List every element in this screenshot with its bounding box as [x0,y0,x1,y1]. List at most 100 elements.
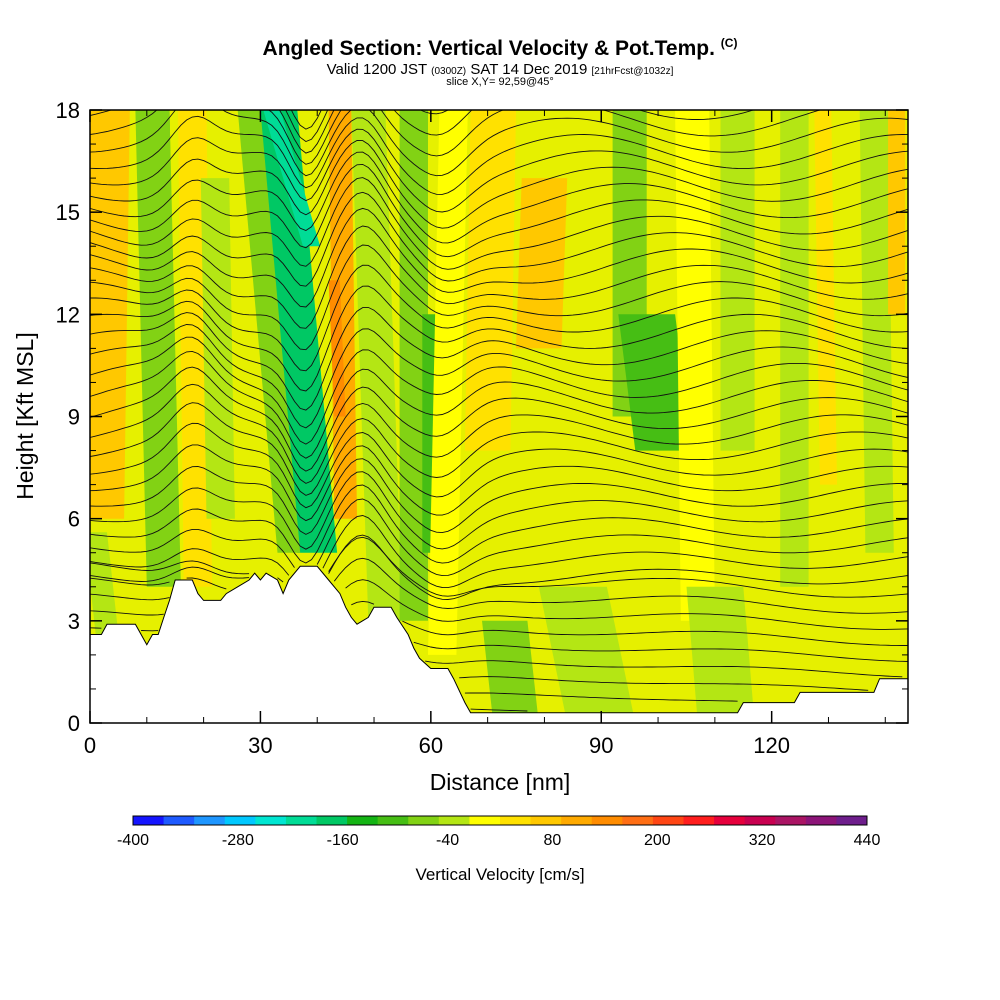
theta-contour-line [90,471,908,550]
colorbar-tick-label: -160 [327,832,359,849]
theta-contour-line [90,536,908,598]
theta-contour-line [90,579,908,630]
x-axis-label: Distance [nm] [430,769,571,795]
velocity-band [263,110,321,247]
colorbar-swatch [775,816,807,825]
velocity-band [814,110,837,485]
theta-contour-line [90,336,908,445]
y-tick-label: 0 [68,711,80,736]
velocity-band [618,314,693,451]
colorbar-tick-label: 80 [544,832,562,849]
theta-contour-line [90,191,908,287]
valid-utc: (0300Z) [431,66,467,77]
velocity-band [675,110,715,621]
colorbar-swatch [652,816,684,825]
velocity-band [257,110,338,553]
colorbar-swatch [591,816,623,825]
terrain-mask [90,565,908,723]
velocity-band [464,110,516,451]
theta-contour-line [470,708,528,712]
theta-contour-line [90,151,908,244]
colorbar-swatch [133,816,165,825]
theta-contour-line [90,600,908,646]
x-tick-label: 30 [248,733,272,758]
x-tick-label: 0 [84,733,96,758]
velocity-band [90,532,119,635]
theta-contour-line [459,676,869,691]
colorbar-swatch [561,816,593,825]
theta-contour-line [90,366,908,472]
velocity-band [482,620,539,723]
colorbar-swatch [530,816,562,825]
velocity-band [135,110,181,587]
title-suffix: (C) [720,36,738,50]
theta-contour-line [464,692,738,702]
y-tick-label: 15 [56,200,80,225]
theta-contour-line [90,324,908,429]
velocity-band [428,110,468,655]
y-tick-label: 3 [68,609,80,634]
theta-contour-line [90,225,908,329]
chart-title: Angled Section: Vertical Velocity & Pot.… [262,36,738,60]
colorbar-swatch [408,816,440,825]
colorbar-frame [132,815,868,826]
theta-contour-line [90,244,908,351]
velocity-band [538,586,636,723]
colorbar-tick-label: -40 [436,832,459,849]
velocity-band [200,178,235,519]
theta-contour-line [90,285,908,392]
theta-contour-line [90,498,908,577]
theta-contour-line [90,207,908,308]
y-axis-label: Height [Kft MSL] [12,332,38,499]
y-tick-label: 18 [56,98,80,123]
velocity-band [237,110,301,553]
y-tick-label: 12 [56,302,80,327]
valid-time: Valid 1200 JST (0300Z) SAT 14 Dec 2019 [… [326,61,674,78]
theta-contour-line [90,627,908,662]
theta-contour-line [90,484,908,564]
theta-contour-line [90,557,908,614]
theta-contour-line [90,177,908,270]
colorbar-label: Vertical Velocity [cm/s] [415,865,584,884]
colorbar-swatch [622,816,654,825]
colorbar-tick-label: 440 [854,832,881,849]
theta-contour-line [90,264,908,372]
colorbar-swatch [285,816,317,825]
theta-contour-line [90,115,908,195]
colorbar-tick-label: -280 [222,832,254,849]
colorbar-swatch [347,816,379,825]
theta-contour-line [90,306,908,411]
colorbar-swatch [500,816,532,825]
colorbar-swatch [744,816,776,825]
terrain [90,565,908,723]
theta-contour-line [90,383,908,484]
colorbar-swatch [714,816,746,825]
colorbar-swatch [805,816,837,825]
colorbar-swatch [316,816,348,825]
colorbar-swatch [836,816,868,825]
velocity-band [351,110,403,621]
x-tick-label: 60 [419,733,443,758]
velocity-band [686,586,755,723]
valid-fcst: [21hrFcst@1032z] [591,66,674,77]
theta-contour-line [425,660,903,678]
axis-ticks: 0 30 60 90 120 0 3 6 9 12 15 18 [56,98,908,758]
slice-info: slice X,Y= 92,59@45° [446,76,554,88]
colorbar-swatch [194,816,226,825]
theta-contour-line [90,140,908,229]
colorbar-swatch [255,816,287,825]
colorbar-tick-label: -400 [117,832,149,849]
x-tick-label: 90 [589,733,613,758]
velocity-band [328,110,357,519]
theta-contour-line [90,515,908,589]
theta-contour-line [90,128,908,213]
theta-contour-line [90,163,908,258]
theta-contour-line [90,110,908,177]
theta-contours [90,110,908,712]
velocity-band [516,178,568,349]
y-tick-label: 6 [68,507,80,532]
velocity-band [780,110,809,587]
colorbar-tick-label: 320 [749,832,776,849]
colorbar-swatch [438,816,470,825]
